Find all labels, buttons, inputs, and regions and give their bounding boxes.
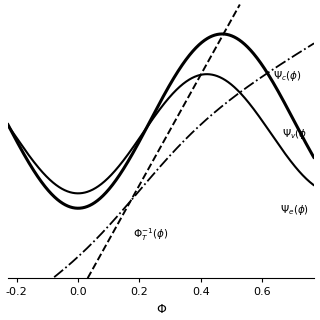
Text: $\Psi_v(\phi$: $\Psi_v(\phi$ xyxy=(282,127,307,141)
Text: $\Phi_T^{-1}(\phi)$: $\Phi_T^{-1}(\phi)$ xyxy=(133,226,169,243)
Text: $\Psi_e(\phi)$: $\Psi_e(\phi)$ xyxy=(280,203,309,217)
Text: $\Psi_c(\phi)$: $\Psi_c(\phi)$ xyxy=(273,69,301,83)
X-axis label: Φ: Φ xyxy=(156,303,166,316)
